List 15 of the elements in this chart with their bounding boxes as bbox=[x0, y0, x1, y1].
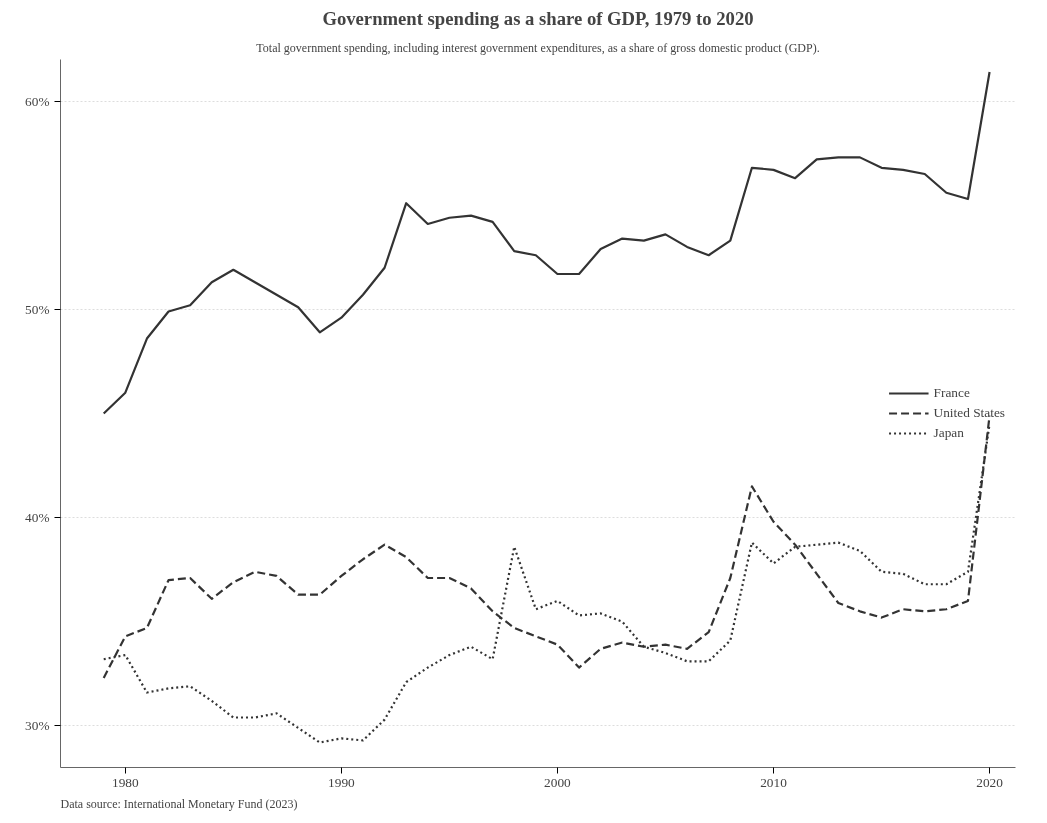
y-tick-label: 60% bbox=[25, 93, 50, 109]
chart-subtitle: Total government spending, including interest government expenditures, as a share of gross domestic product (GDP). bbox=[256, 40, 820, 55]
x-tick-label: 2010 bbox=[760, 774, 788, 790]
chart-title: Government spending as a share of GDP, 1979 to 2020 bbox=[322, 7, 754, 29]
legend-label: Japan bbox=[933, 425, 964, 441]
y-tick-label: 50% bbox=[25, 301, 50, 317]
source-note: Data source: International Monetary Fund (2023) bbox=[60, 796, 298, 811]
legend-label: France bbox=[933, 385, 970, 401]
x-tick-label: 2020 bbox=[976, 774, 1004, 790]
x-tick-label: 2000 bbox=[544, 774, 572, 790]
x-tick-label: 1980 bbox=[111, 774, 139, 790]
x-tick-label: 1990 bbox=[328, 774, 356, 790]
legend-label: United States bbox=[933, 405, 1005, 421]
y-tick-label: 40% bbox=[25, 510, 50, 526]
y-tick-label: 30% bbox=[25, 718, 50, 734]
